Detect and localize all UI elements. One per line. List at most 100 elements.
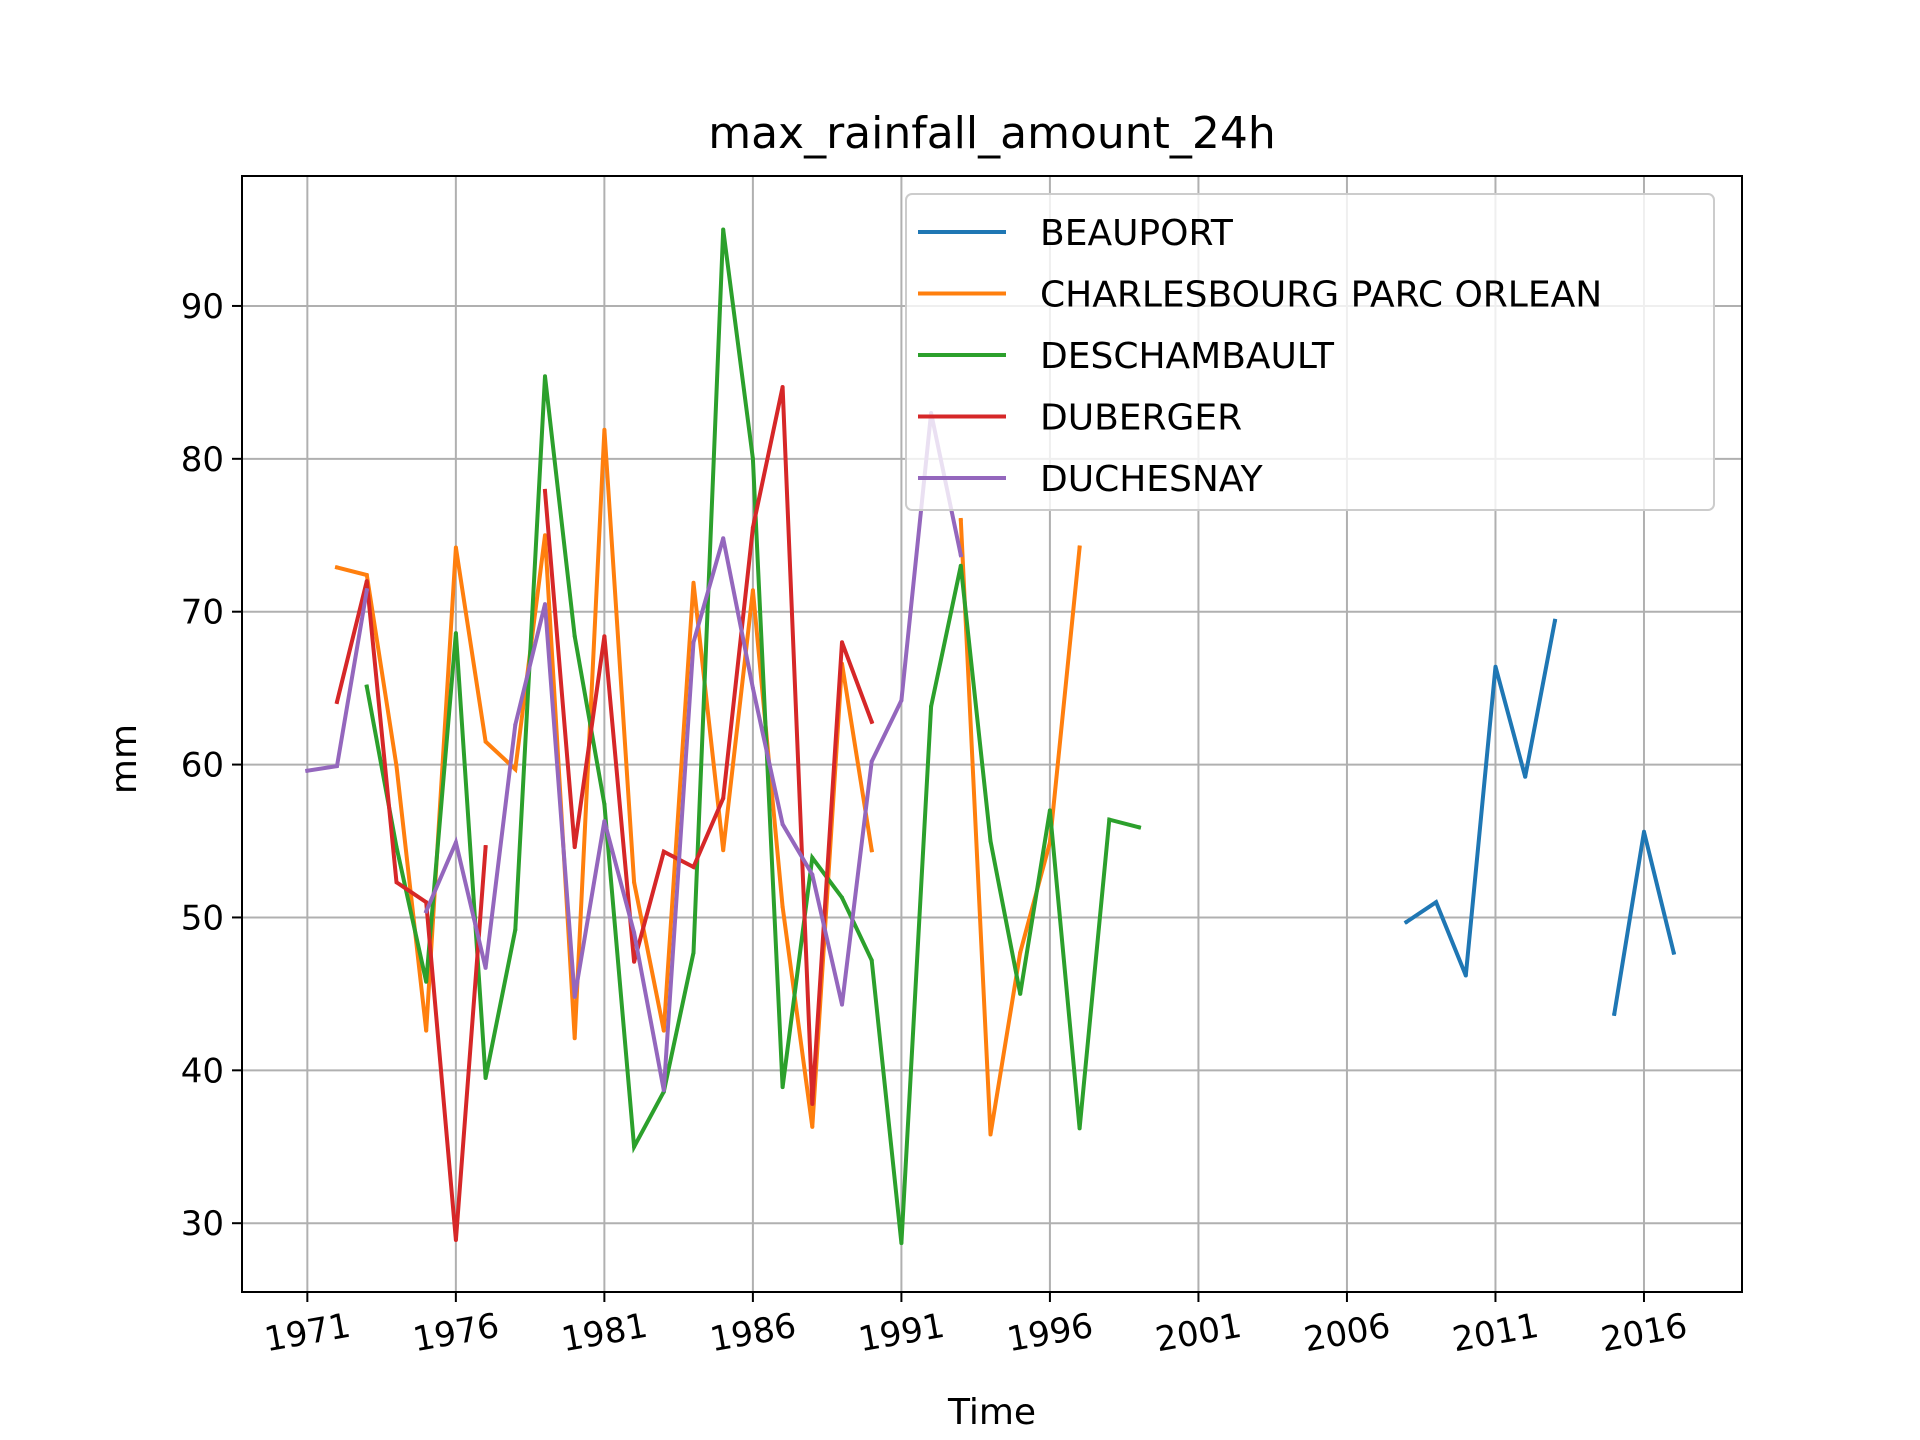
data-point <box>1642 829 1646 834</box>
data-point <box>483 965 488 970</box>
data-point <box>602 819 607 824</box>
data-point <box>602 634 607 639</box>
data-point <box>1552 618 1557 623</box>
legend-item: DESCHAMBAULT <box>918 336 1335 377</box>
x-tick-label: 1976 <box>410 1306 502 1360</box>
data-point <box>929 704 934 709</box>
x-tick-label: 1981 <box>558 1306 650 1360</box>
data-point <box>1018 950 1023 955</box>
y-tick-label: 40 <box>181 1051 224 1091</box>
data-point <box>691 640 696 645</box>
data-point <box>958 563 963 568</box>
data-point <box>780 1085 785 1090</box>
y-axis: 30 40 50 60 70 80 90 <box>181 287 242 1244</box>
legend-label: BEAUPORT <box>1040 213 1234 254</box>
legend-label: DUBERGER <box>1040 398 1242 439</box>
data-point <box>543 533 547 538</box>
data-point <box>364 684 369 689</box>
data-point <box>335 565 339 570</box>
y-tick-label: 80 <box>181 440 224 480</box>
data-point <box>750 686 755 691</box>
data-point <box>453 545 458 550</box>
data-point <box>869 848 874 853</box>
data-point <box>750 525 755 530</box>
data-point <box>1612 1011 1617 1016</box>
data-point <box>1077 545 1082 550</box>
y-tick-label: 50 <box>181 898 224 938</box>
data-point <box>780 822 785 827</box>
data-point <box>810 1124 815 1129</box>
data-point <box>1047 808 1052 813</box>
x-tick-label: 1971 <box>261 1306 353 1360</box>
data-point <box>661 1088 666 1093</box>
data-point <box>364 573 369 577</box>
data-point <box>394 880 399 885</box>
series-duberger <box>334 385 875 1242</box>
legend-item: BEAUPORT <box>918 213 1234 254</box>
series-line <box>334 429 1082 1135</box>
data-point <box>1018 991 1023 996</box>
series-charlesbourg-parc-orlean <box>334 427 1082 1137</box>
data-point <box>780 904 785 909</box>
data-point <box>513 927 518 932</box>
legend-item: DUCHESNAY <box>918 459 1264 500</box>
data-point <box>1107 817 1112 822</box>
x-tick-label: 2001 <box>1153 1306 1245 1360</box>
legend-label: DUCHESNAY <box>1040 459 1264 500</box>
data-point <box>958 553 963 558</box>
x-tick-label: 1986 <box>707 1306 799 1360</box>
data-point <box>721 227 726 232</box>
data-point <box>453 840 458 845</box>
data-point <box>424 900 429 905</box>
data-point <box>483 1076 488 1080</box>
x-tick-label: 2011 <box>1450 1306 1542 1360</box>
data-point <box>602 802 607 807</box>
series-line <box>334 386 875 1241</box>
data-point <box>840 1002 844 1007</box>
data-point <box>810 1102 815 1106</box>
data-point <box>1137 825 1141 830</box>
data-point <box>840 895 844 900</box>
data-point <box>424 909 429 914</box>
plot-frame <box>241 175 1743 1293</box>
data-point <box>632 1144 637 1149</box>
data-point <box>394 845 399 850</box>
series-line <box>305 412 964 1091</box>
y-tick-label: 90 <box>181 287 224 327</box>
legend-item: DUBERGER <box>918 398 1242 439</box>
data-point <box>899 1241 904 1246</box>
x-axis: 1971 1976 1981 1986 1991 1996 2001 2006 2011 2016 <box>261 1292 1690 1360</box>
data-point <box>988 839 993 843</box>
data-point <box>988 1132 993 1137</box>
data-point <box>364 588 369 593</box>
data-point <box>1077 1126 1082 1131</box>
data-point <box>572 845 577 850</box>
x-tick-label: 1996 <box>1004 1306 1096 1360</box>
series-beauport <box>1403 618 1677 1017</box>
data-point <box>840 640 844 645</box>
data-point <box>305 768 310 773</box>
data-point <box>632 959 637 964</box>
data-point <box>632 880 637 885</box>
y-tick-label: 60 <box>181 746 224 786</box>
data-point <box>453 1238 458 1242</box>
data-point <box>1671 950 1676 955</box>
data-point <box>453 631 458 636</box>
data-point <box>780 385 785 389</box>
legend-label: CHARLESBOURG PARC ORLEAN <box>1040 275 1602 316</box>
data-point <box>572 1036 577 1041</box>
data-point <box>335 764 339 769</box>
legend-item: CHARLESBOURG PARC ORLEAN <box>918 275 1602 316</box>
data-point <box>632 930 637 935</box>
data-point <box>810 855 815 860</box>
data-point <box>721 796 726 801</box>
data-point <box>1493 664 1498 669</box>
data-point <box>364 579 369 584</box>
data-point <box>869 719 874 724</box>
y-tick-label: 30 <box>181 1204 224 1244</box>
data-point <box>572 994 577 999</box>
data-point <box>691 950 696 955</box>
data-point <box>513 722 518 727</box>
data-point <box>810 872 815 877</box>
